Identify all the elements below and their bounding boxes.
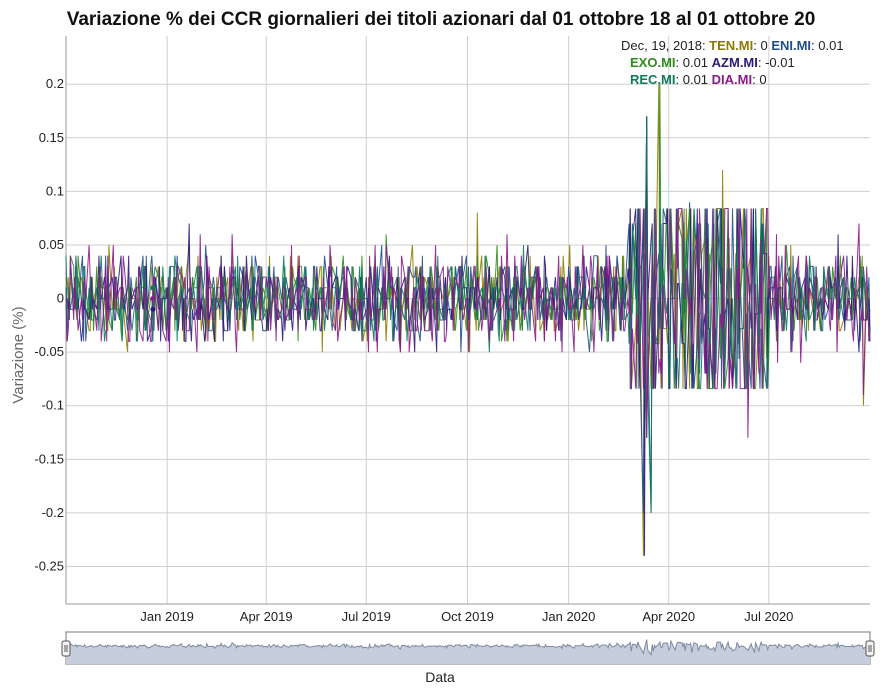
series-line-dia-mi — [65, 208, 871, 438]
hover-point-azm-mi — [150, 306, 156, 312]
legend-series-name: TEN.MI — [709, 38, 753, 53]
legend-series-name: REC.MI — [630, 72, 676, 87]
legend-series-value: : 0.01 — [676, 55, 712, 70]
x-tick-label: Oct 2019 — [441, 609, 494, 624]
legend-row: REC.MI: 0.01 DIA.MI: 0 — [630, 72, 767, 87]
y-tick-label: -0.15 — [34, 451, 64, 466]
y-tick-label: 0.1 — [46, 183, 64, 198]
y-tick-label: 0.2 — [46, 76, 64, 91]
legend-series-value: : 0 — [752, 72, 766, 87]
x-tick-label: Apr 2020 — [642, 609, 695, 624]
legend-series-name: ENI.MI — [771, 38, 811, 53]
y-axis-label: Variazione (%) — [10, 306, 27, 403]
legend-series-name: AZM.MI — [712, 55, 758, 70]
y-tick-labels: 0.2 0.15 0.1 0.05 0 -0.05 -0.1 -0.15 -0.2 -0.25 — [34, 76, 64, 573]
range-selector[interactable] — [61, 631, 875, 665]
x-tick-label: Jan 2020 — [542, 609, 596, 624]
legend-series-value: : 0.01 — [676, 72, 712, 87]
x-tick-labels: Jan 2019 Apr 2019 Jul 2019 Oct 2019 Jan 2020… — [140, 609, 793, 624]
x-tick-label: Jul 2020 — [744, 609, 793, 624]
legend-series-value: : 0.01 — [811, 38, 844, 53]
y-tick-label: -0.1 — [42, 398, 64, 413]
hover-markers — [150, 285, 156, 312]
x-tick-label: Jan 2019 — [140, 609, 194, 624]
hover-point-dia-mi — [150, 296, 156, 302]
y-tick-label: -0.2 — [42, 505, 64, 520]
range-selector-line — [65, 639, 871, 656]
legend-series-name: EXO.MI — [630, 55, 676, 70]
legend-date: Dec, 19, 2018: — [621, 38, 709, 53]
x-tick-label: Jul 2019 — [342, 609, 391, 624]
y-tick-label: 0.05 — [39, 237, 64, 252]
x-tick-label: Apr 2019 — [240, 609, 293, 624]
legend-row: EXO.MI: 0.01 AZM.MI: -0.01 — [630, 55, 795, 70]
chart-title: Variazione % dei CCR giornalieri dei tit… — [66, 9, 816, 30]
range-selector-area — [66, 639, 870, 664]
y-tick-label: -0.05 — [34, 344, 64, 359]
range-handle-left[interactable] — [61, 640, 71, 657]
y-tick-label: -0.25 — [34, 558, 64, 573]
y-tick-label: 0 — [57, 291, 64, 306]
range-handle-right[interactable] — [865, 640, 875, 657]
legend-series-value: : -0.01 — [758, 55, 795, 70]
hover-point-rec-mi — [150, 285, 156, 291]
legend-series-value: : 0 — [753, 38, 771, 53]
legend-row: Dec, 19, 2018: TEN.MI: 0 ENI.MI: 0.01 — [621, 38, 844, 53]
series-lines — [65, 84, 871, 556]
y-tick-label: 0.15 — [39, 130, 64, 145]
x-axis-label: Data — [425, 669, 455, 685]
legend-series-name: DIA.MI — [712, 72, 752, 87]
legend: Dec, 19, 2018: TEN.MI: 0 ENI.MI: 0.01EXO… — [621, 38, 844, 87]
